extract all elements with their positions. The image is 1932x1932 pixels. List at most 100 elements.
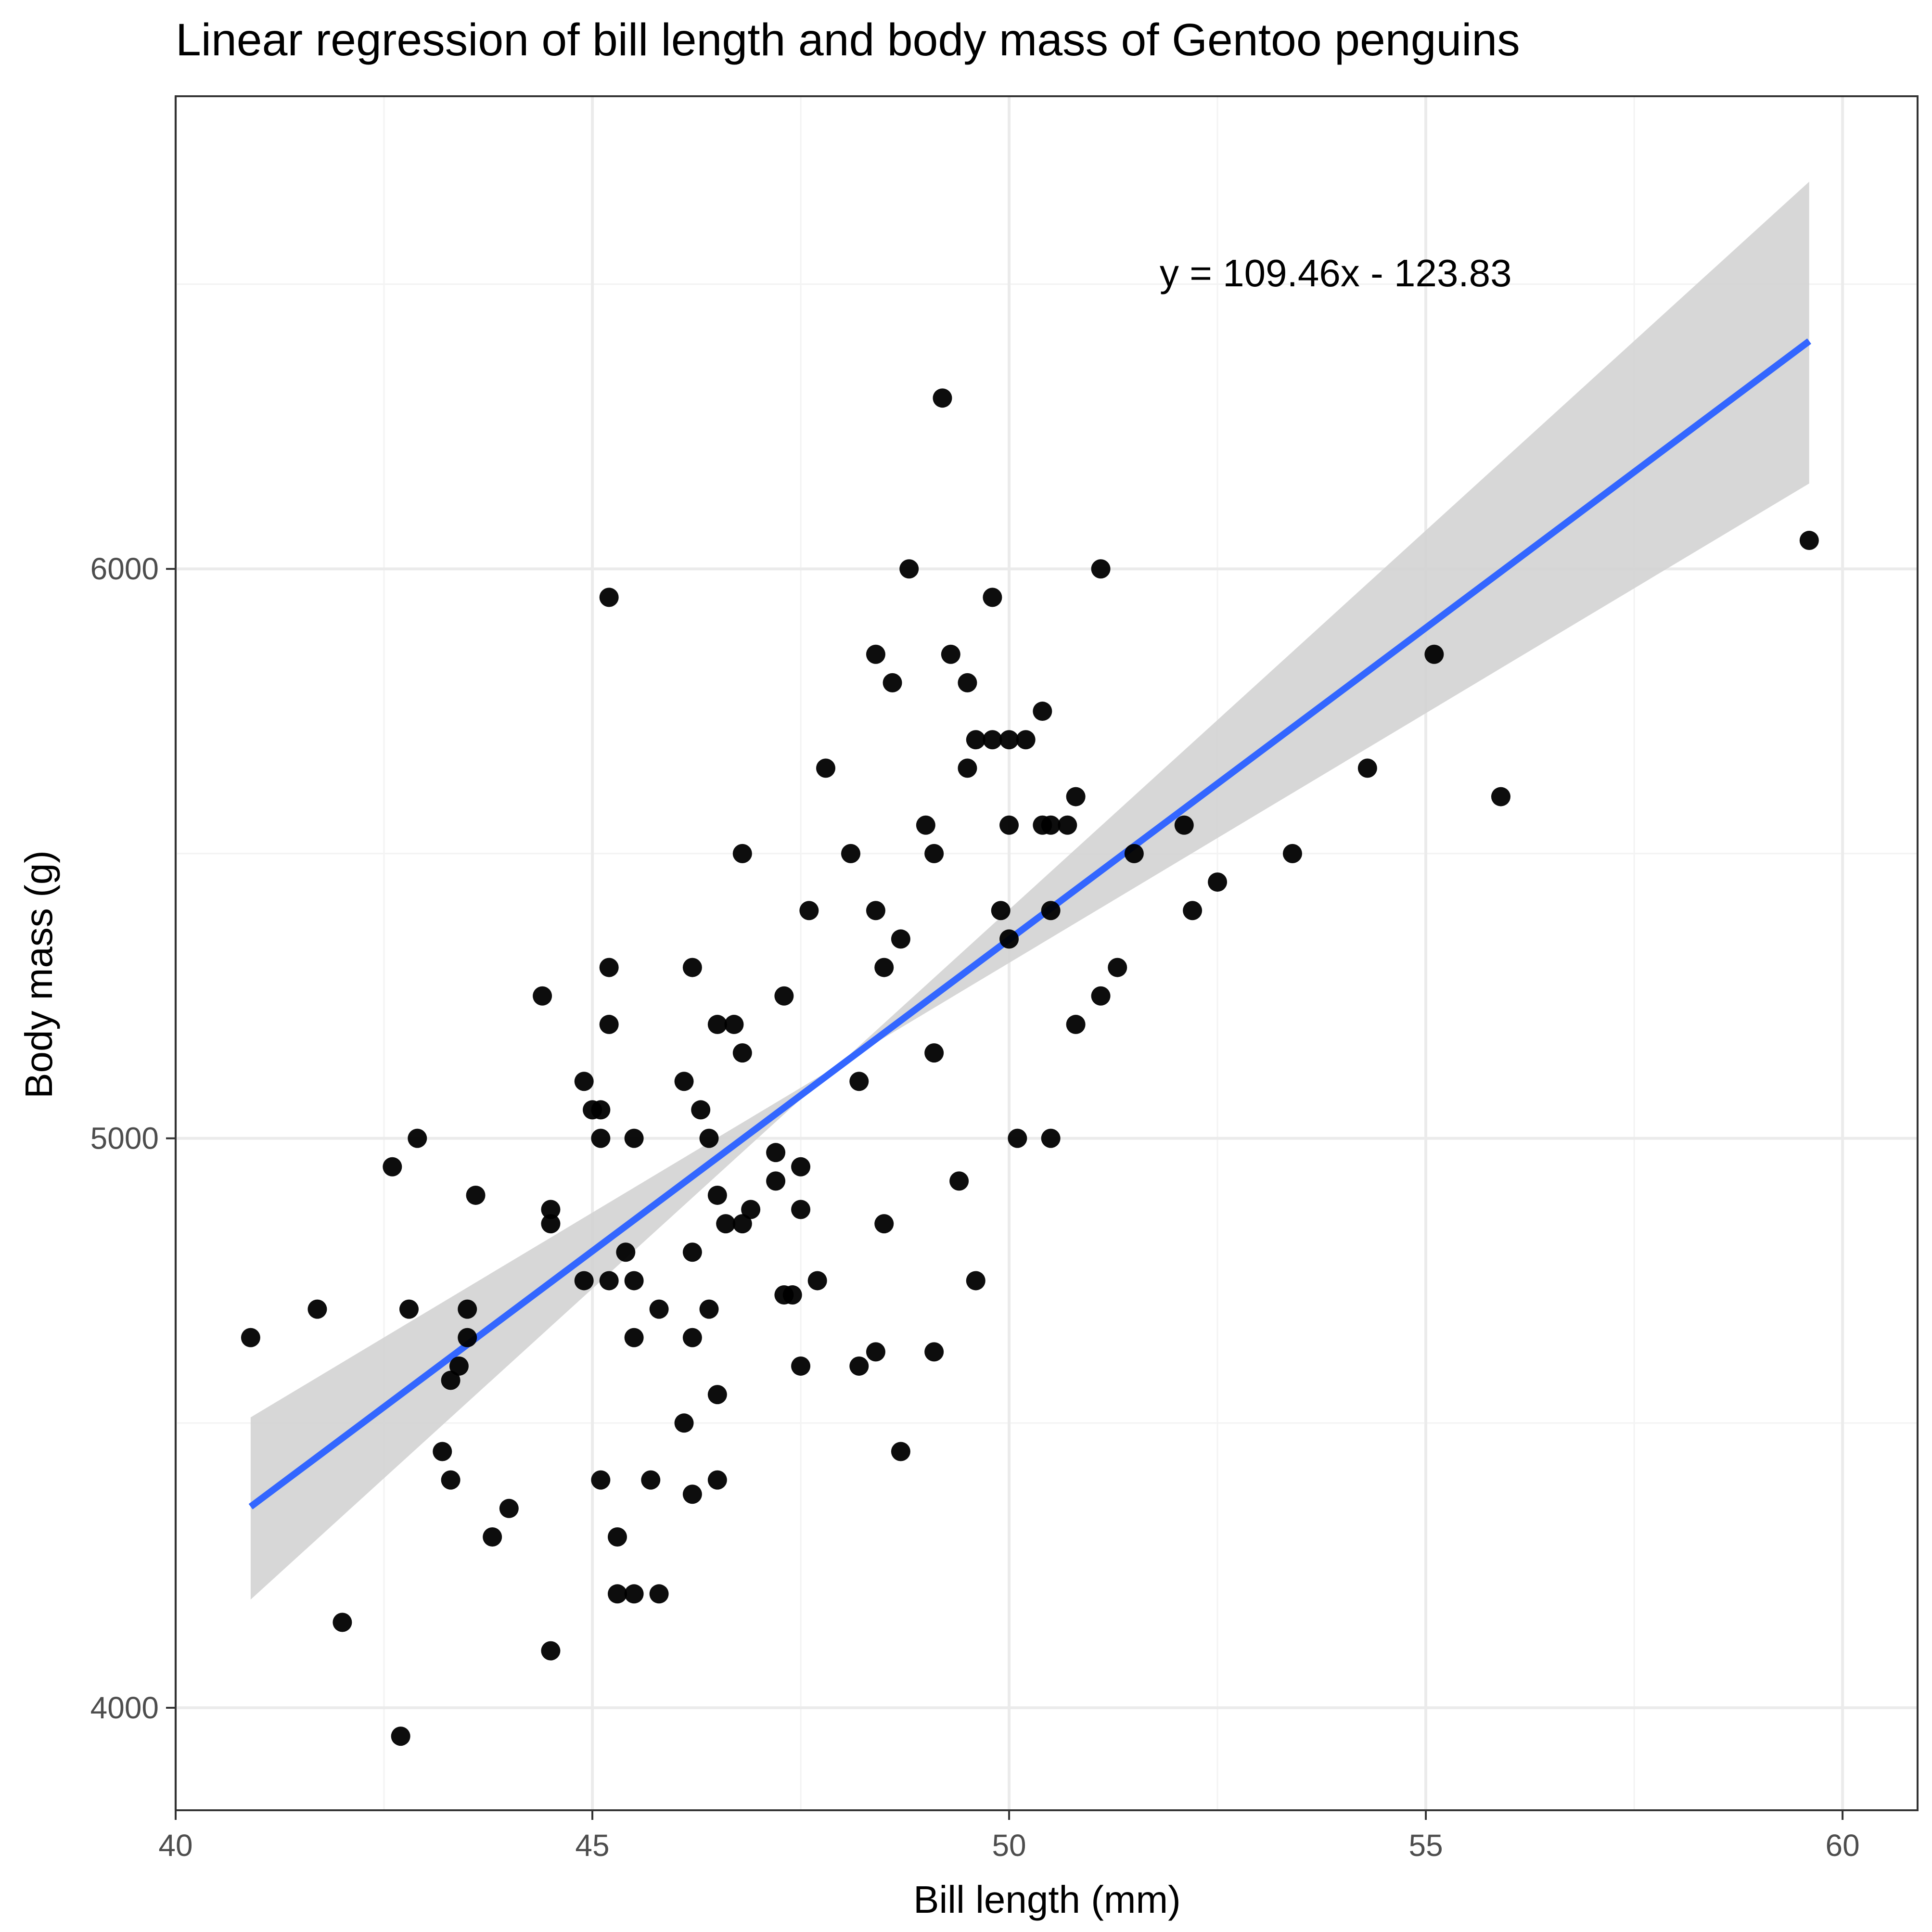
data-point (441, 1370, 461, 1390)
data-point (591, 1470, 611, 1490)
regression-equation: y = 109.46x - 123.83 (1160, 252, 1512, 294)
data-point (682, 1328, 702, 1347)
data-point (1183, 901, 1203, 921)
data-point (541, 1200, 561, 1219)
data-point (1066, 787, 1086, 806)
data-point (816, 758, 836, 778)
y-tick-label: 4000 (90, 1690, 159, 1725)
data-point (732, 844, 752, 863)
x-tick-label: 50 (992, 1828, 1026, 1863)
y-axis-title: Body mass (g) (17, 850, 60, 1099)
data-point (574, 1072, 594, 1091)
data-point (458, 1299, 477, 1319)
data-point (591, 1128, 611, 1148)
data-point (1424, 644, 1444, 664)
data-point (541, 1641, 561, 1661)
data-point (641, 1470, 661, 1490)
data-point (1008, 1128, 1027, 1148)
data-point (1108, 958, 1127, 977)
x-tick-label: 55 (1408, 1828, 1443, 1863)
data-point (1041, 815, 1061, 835)
data-point (807, 1271, 827, 1291)
data-point (1282, 844, 1302, 863)
panel-border (175, 95, 1919, 1811)
data-point (449, 1356, 469, 1376)
data-point (958, 673, 977, 692)
data-point (1033, 702, 1052, 721)
data-point (874, 958, 894, 977)
data-point (1058, 815, 1077, 835)
data-point (741, 1200, 761, 1219)
data-point (599, 958, 619, 977)
x-axis: 40 45 50 55 60 (158, 1810, 1860, 1863)
data-point (866, 901, 885, 921)
data-point (1491, 787, 1510, 806)
data-point (866, 1342, 885, 1362)
data-point (799, 901, 819, 921)
data-point (399, 1299, 419, 1319)
data-point (732, 1214, 752, 1234)
data-point (958, 758, 977, 778)
data-point (1357, 758, 1377, 778)
data-point (1066, 1014, 1086, 1034)
data-point (766, 1143, 786, 1163)
data-point (782, 1285, 802, 1305)
x-tick-label: 45 (575, 1828, 609, 1863)
data-point (1208, 872, 1228, 892)
x-tick-label: 40 (158, 1828, 192, 1863)
data-point (933, 388, 952, 408)
data-point (541, 1214, 561, 1234)
data-point (458, 1328, 477, 1347)
data-point (624, 1271, 644, 1291)
data-point (616, 1242, 636, 1262)
data-point (1041, 901, 1061, 921)
data-point (433, 1442, 452, 1461)
data-point (891, 1442, 910, 1461)
data-point (408, 1128, 427, 1148)
data-point (966, 730, 985, 750)
data-point (732, 1043, 752, 1063)
data-point (791, 1356, 811, 1376)
data-point (924, 1342, 944, 1362)
data-point (682, 1242, 702, 1262)
data-point (924, 844, 944, 863)
data-point (649, 1299, 669, 1319)
data-point (707, 1385, 727, 1405)
data-point (1124, 844, 1144, 863)
chart-title: Linear regression of bill length and bod… (176, 14, 1520, 65)
data-point (707, 1014, 727, 1034)
data-point (441, 1470, 461, 1490)
data-point (991, 901, 1011, 921)
data-point (983, 588, 1002, 607)
data-point (607, 1584, 627, 1604)
data-point (941, 644, 960, 664)
data-point (791, 1157, 811, 1177)
data-point (599, 1271, 619, 1291)
data-point (1091, 559, 1111, 579)
data-point (983, 730, 1002, 750)
data-point (874, 1214, 894, 1234)
data-point (849, 1356, 869, 1376)
y-tick-label: 5000 (90, 1121, 159, 1156)
data-point (707, 1470, 727, 1490)
data-point (716, 1214, 736, 1234)
data-point (891, 929, 910, 949)
data-point (999, 929, 1019, 949)
data-point (1016, 730, 1036, 750)
data-point (649, 1584, 669, 1604)
x-tick-label: 60 (1826, 1828, 1860, 1863)
data-point (682, 1484, 702, 1504)
data-point (607, 1527, 627, 1547)
confidence-band (250, 181, 1809, 1600)
y-tick-label: 6000 (90, 551, 159, 586)
data-point (624, 1584, 644, 1604)
data-point (866, 644, 885, 664)
data-point (849, 1072, 869, 1091)
data-point (699, 1128, 719, 1148)
data-point (383, 1157, 402, 1177)
data-point (307, 1299, 327, 1319)
data-point (333, 1612, 352, 1632)
data-point (774, 986, 794, 1006)
data-point (624, 1328, 644, 1347)
data-point (699, 1299, 719, 1319)
